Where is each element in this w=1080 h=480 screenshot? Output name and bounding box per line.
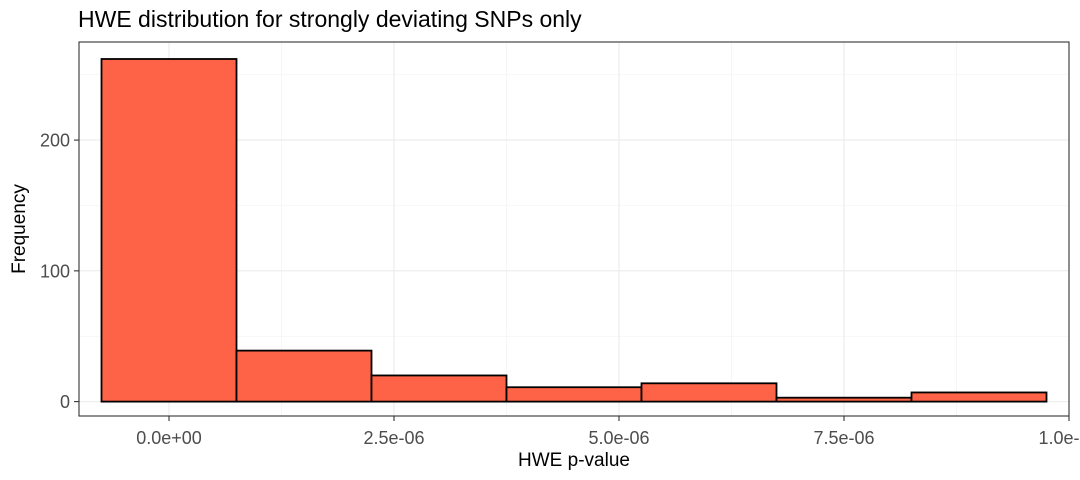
histogram-bar [640,382,778,403]
x-tick-label: 2.5e-06 [363,428,424,448]
x-tick-label: 0.0e+00 [136,428,202,448]
plot-panel-border [78,41,1070,417]
x-axis: 0.0e+00 2.5e-06 5.0e-06 7.5e-06 1.0e-05 [136,416,1080,448]
histogram-bar [100,58,238,403]
histogram-bars [100,58,1048,403]
chart-title: HWE distribution for strongly deviating … [78,6,582,32]
histogram-bar [370,374,508,403]
y-axis: 0 100 200 [40,131,79,412]
x-axis-title: HWE p-value [518,450,630,471]
minor-gridlines [79,42,1069,416]
x-tick-label: 1.0e-05 [1038,428,1080,448]
y-tick-label: 200 [40,131,70,151]
y-tick-label: 100 [40,261,70,281]
histogram-bar [910,391,1048,403]
y-axis-title: Frequency [9,184,30,274]
histogram-bar [235,349,373,403]
histogram-bar [505,386,643,403]
histogram-bar [775,396,913,403]
x-tick-label: 7.5e-06 [813,428,874,448]
y-tick-label: 0 [60,392,70,412]
x-tick-label: 5.0e-06 [588,428,649,448]
